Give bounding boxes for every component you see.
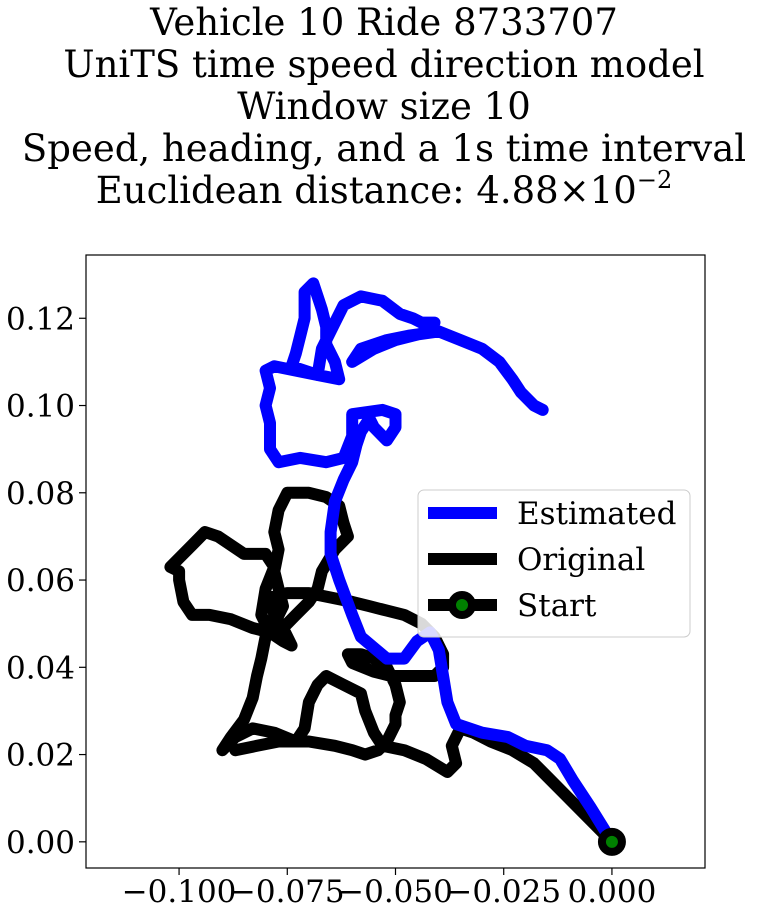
legend-label-estimated: Estimated — [517, 496, 676, 532]
title-times-sign: × — [558, 169, 590, 212]
title-line-5: Euclidean distance: 4.88×10−2 — [0, 168, 768, 212]
x-tick-label: −0.100 — [122, 874, 237, 910]
x-tick-label: −0.025 — [446, 874, 561, 910]
legend-start-marker — [448, 591, 476, 619]
legend: Estimated Original Start — [417, 489, 691, 638]
y-tick-label: 0.00 — [6, 825, 75, 861]
y-tick-label: 0.08 — [6, 476, 75, 512]
title-line-3: Window size 10 — [237, 85, 531, 128]
title-distance-base: 10 — [589, 169, 637, 212]
y-axis: 0.00 0.02 0.04 0.06 0.08 0.10 0.12 — [6, 301, 86, 861]
legend-label-original: Original — [517, 542, 645, 578]
start-marker — [597, 827, 626, 856]
chart-title: Vehicle 10 Ride 8733707 UniTS time speed… — [0, 2, 768, 212]
y-tick-label: 0.10 — [6, 389, 75, 425]
x-tick-label: 0.000 — [568, 874, 657, 910]
y-tick-label: 0.04 — [6, 650, 75, 686]
title-distance-prefix: Euclidean distance: 4.88 — [95, 169, 559, 212]
y-tick-label: 0.02 — [6, 738, 75, 774]
x-axis: −0.100−0.075−0.050−0.025 0.000 — [122, 868, 657, 910]
title-line-1: Vehicle 10 Ride 8733707 — [150, 1, 618, 44]
title-line-4: Speed, heading, and a 1s time interval — [21, 127, 747, 170]
y-tick-label: 0.06 — [6, 563, 75, 599]
x-tick-label: −0.075 — [230, 874, 345, 910]
legend-label-start: Start — [517, 588, 597, 624]
series-original-line — [164, 486, 618, 848]
y-tick-label: 0.12 — [6, 301, 75, 337]
x-tick-label: −0.050 — [338, 874, 453, 910]
series-estimated-line — [259, 277, 618, 848]
title-line-2: UniTS time speed direction model — [63, 43, 705, 86]
title-distance-exponent: −2 — [636, 166, 673, 194]
series-layer — [164, 277, 626, 856]
